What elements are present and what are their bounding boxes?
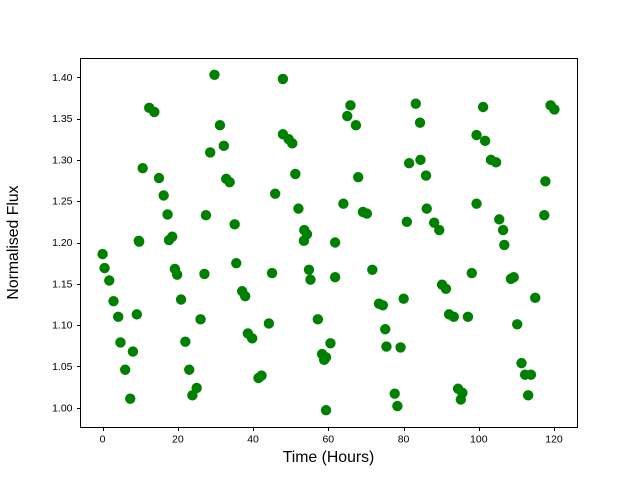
svg-text:1.15: 1.15 [52, 278, 73, 290]
svg-text:100: 100 [470, 434, 488, 446]
svg-text:1.30: 1.30 [52, 154, 73, 166]
svg-text:0: 0 [100, 434, 106, 446]
svg-text:1.25: 1.25 [52, 196, 73, 208]
svg-text:1.10: 1.10 [52, 320, 73, 332]
svg-text:1.35: 1.35 [52, 113, 73, 125]
svg-text:1.20: 1.20 [52, 237, 73, 249]
svg-text:Time (Hours): Time (Hours) [283, 449, 375, 466]
svg-text:1.40: 1.40 [52, 72, 73, 84]
svg-text:20: 20 [172, 434, 184, 446]
svg-text:80: 80 [398, 434, 410, 446]
svg-text:120: 120 [545, 434, 563, 446]
svg-text:1.05: 1.05 [52, 361, 73, 373]
svg-text:Normalised Flux: Normalised Flux [5, 185, 22, 299]
svg-text:60: 60 [322, 434, 334, 446]
svg-text:1.00: 1.00 [52, 402, 73, 414]
svg-text:40: 40 [247, 434, 259, 446]
